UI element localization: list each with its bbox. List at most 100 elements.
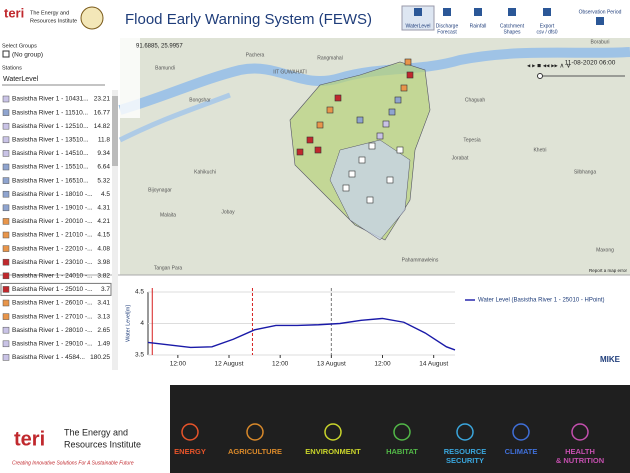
theme-icon[interactable] [181,423,199,441]
tool-icon[interactable] [596,17,604,25]
station-pin[interactable] [296,148,304,156]
station-name[interactable]: Basistha River 1 - 15510... [12,164,89,171]
tool-label[interactable]: Rainfall [470,23,487,29]
theme-icon[interactable] [246,423,264,441]
theme-label[interactable]: & NUTRITION [556,456,604,465]
station-pin[interactable] [406,71,414,79]
station-swatch[interactable] [2,245,10,252]
station-name[interactable]: Basistha River 1 - 16510... [12,177,89,184]
station-name[interactable]: Basistha River 1 - 24010 -... [12,273,93,280]
tool-label[interactable]: Shapes [504,29,521,35]
theme-label[interactable]: RESOURCE [444,447,487,456]
station-name[interactable]: Basistha River 1 - 4584... [12,354,85,361]
station-swatch[interactable] [2,95,10,103]
station-swatch[interactable] [2,190,10,198]
station-name[interactable]: Basistha River 1 - 19010 -... [12,205,93,212]
tool-label[interactable]: Catchment [500,23,525,29]
station-name[interactable]: Basistha River 1 - 21010 -... [12,232,93,239]
checkbox[interactable] [2,50,10,58]
station-swatch[interactable] [2,258,10,266]
station-name[interactable]: Basistha River 1 - 13510... [12,137,89,144]
theme-label[interactable]: HEALTH [565,447,595,456]
station-name[interactable]: Basistha River 1 - 20010 -... [12,218,93,225]
theme-icon[interactable] [456,423,474,441]
station-pin[interactable] [358,156,366,164]
scrollbar[interactable] [112,90,118,370]
station-swatch[interactable] [2,109,10,116]
station-name[interactable]: Basistha River 1 - 12510... [12,123,89,130]
station-name[interactable]: Basistha River 1 - 26010 -... [12,300,93,307]
tool-label[interactable]: Discharge [436,23,459,29]
theme-icon[interactable] [324,423,342,441]
theme-label[interactable]: CLIMATE [505,447,538,456]
theme-label[interactable]: HABITAT [386,447,418,456]
tool-icon[interactable] [414,8,422,16]
station-pin[interactable] [342,184,350,192]
station-swatch[interactable] [2,286,10,293]
station-pin[interactable] [382,120,390,128]
tool-label[interactable]: Observation Period [579,9,622,15]
station-pin[interactable] [368,142,376,150]
scroll-thumb[interactable] [112,96,118,166]
tool-icon[interactable] [543,8,551,16]
station-swatch[interactable] [2,299,10,307]
theme-icon[interactable] [512,423,530,441]
station-swatch[interactable] [2,218,10,225]
station-pin[interactable] [314,146,322,154]
station-name[interactable]: Basistha River 1 - 11510... [12,109,88,116]
station-swatch[interactable] [2,204,10,212]
tool-label[interactable]: csv / dfs0 [536,29,557,35]
station-swatch[interactable] [2,163,10,171]
map-controls[interactable] [120,38,140,118]
station-swatch[interactable] [2,150,10,157]
theme-icon[interactable] [571,423,589,441]
station-name[interactable]: Basistha River 1 - 14510... [12,150,89,157]
station-swatch[interactable] [2,354,10,361]
station-pin[interactable] [404,58,412,66]
tool-label[interactable]: WaterLevel [405,23,430,29]
station-pin[interactable] [396,146,404,154]
theme-label[interactable]: AGRICULTURE [228,447,282,456]
station-pin[interactable] [334,94,342,102]
station-name[interactable]: Basistha River 1 - 23010 -... [12,259,93,266]
station-swatch[interactable] [2,231,10,239]
station-name[interactable]: Basistha River 1 - 29010 -... [12,341,93,348]
station-name[interactable]: Basistha River 1 - 25010 -... [12,286,93,293]
station-name[interactable]: Basistha River 1 - 28010 -... [12,327,93,334]
station-pin[interactable] [316,121,324,129]
station-pin[interactable] [400,84,408,92]
station-pin[interactable] [366,196,374,204]
station-pin[interactable] [376,132,384,140]
station-pin[interactable] [394,96,402,104]
station-value: 3.13 [97,313,110,320]
tool-icon[interactable] [474,8,482,16]
station-swatch[interactable] [2,272,10,280]
station-pin[interactable] [386,176,394,184]
station-dropdown[interactable]: WaterLevel [3,76,39,83]
station-swatch[interactable] [2,313,10,320]
tool-icon[interactable] [443,8,451,16]
station-name[interactable]: Basistha River 1 - 18010 -... [12,191,93,198]
theme-icon[interactable] [393,423,411,441]
station-swatch[interactable] [2,136,10,144]
theme-label[interactable]: ENERGY [174,447,206,456]
slider-knob[interactable] [537,73,543,79]
station-pin[interactable] [306,136,314,144]
place-label: Chaguah [465,97,486,103]
tool-label[interactable]: Forecast [437,29,457,35]
station-name[interactable]: Basistha River 1 - 27010 -... [12,313,93,320]
station-pin[interactable] [356,116,364,124]
station-pin[interactable] [388,108,396,116]
theme-label[interactable]: ENVIRONMENT [305,447,361,456]
station-swatch[interactable] [2,340,10,348]
station-name[interactable]: Basistha River 1 - 10431... [12,96,89,103]
theme-label[interactable]: SECURITY [446,456,484,465]
station-swatch[interactable] [2,326,10,334]
station-swatch[interactable] [2,177,10,184]
station-swatch[interactable] [2,122,10,130]
tool-label[interactable]: Export [540,23,555,29]
station-pin[interactable] [348,170,356,178]
station-pin[interactable] [326,106,334,114]
station-name[interactable]: Basistha River 1 - 22010 -... [12,245,93,252]
tool-icon[interactable] [508,8,516,16]
